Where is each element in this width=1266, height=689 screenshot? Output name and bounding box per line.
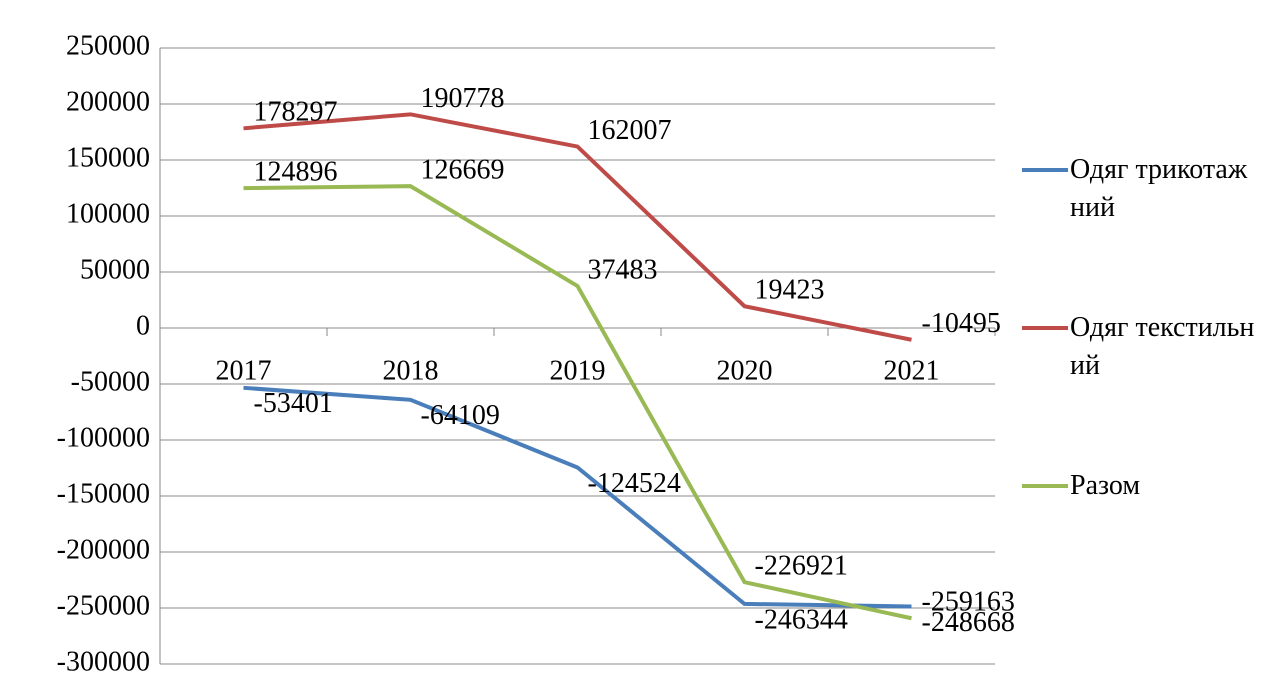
data-label: -53401 [254, 388, 333, 419]
data-label: -248668 [922, 607, 1015, 638]
data-label: 178297 [254, 97, 338, 128]
data-label: 190778 [421, 83, 505, 114]
legend-label: Одяг трикотажний [1070, 154, 1248, 223]
y-tick-label: 100000 [66, 198, 150, 229]
series-line [243, 385, 912, 609]
y-tick-label: -300000 [57, 646, 150, 677]
series-line [243, 112, 912, 342]
data-label: -10495 [922, 308, 1001, 339]
data-label: -259163 [922, 587, 1015, 618]
data-label: 124896 [254, 157, 338, 188]
series-line [243, 184, 912, 621]
x-tick-label: 2017 [216, 355, 272, 386]
x-tick-label: 2021 [884, 355, 940, 386]
legend-label: Одяг текстильний [1070, 312, 1255, 381]
data-label: 162007 [588, 115, 672, 146]
data-label: -246344 [755, 604, 848, 635]
data-label: 19423 [755, 275, 825, 306]
x-tick-label: 2020 [717, 355, 773, 386]
y-tick-label: 200000 [66, 86, 150, 117]
x-tick-label: 2018 [383, 355, 439, 386]
data-label: -64109 [421, 400, 500, 431]
y-tick-label: -100000 [57, 422, 150, 453]
legend-label: Разом [1070, 470, 1141, 501]
x-tick-label: 2019 [550, 355, 606, 386]
y-tick-label: 50000 [80, 254, 150, 285]
y-tick-label: -250000 [57, 590, 150, 621]
y-tick-label: 0 [136, 310, 150, 341]
data-label: -226921 [755, 551, 848, 582]
data-label: -124524 [588, 468, 681, 499]
data-label: 126669 [421, 155, 505, 186]
data-label: 37483 [588, 254, 658, 285]
y-tick-label: -50000 [71, 366, 150, 397]
y-tick-label: 150000 [66, 142, 150, 173]
y-tick-label: -200000 [57, 534, 150, 565]
y-tick-label: -150000 [57, 478, 150, 509]
y-tick-label: 250000 [66, 30, 150, 61]
